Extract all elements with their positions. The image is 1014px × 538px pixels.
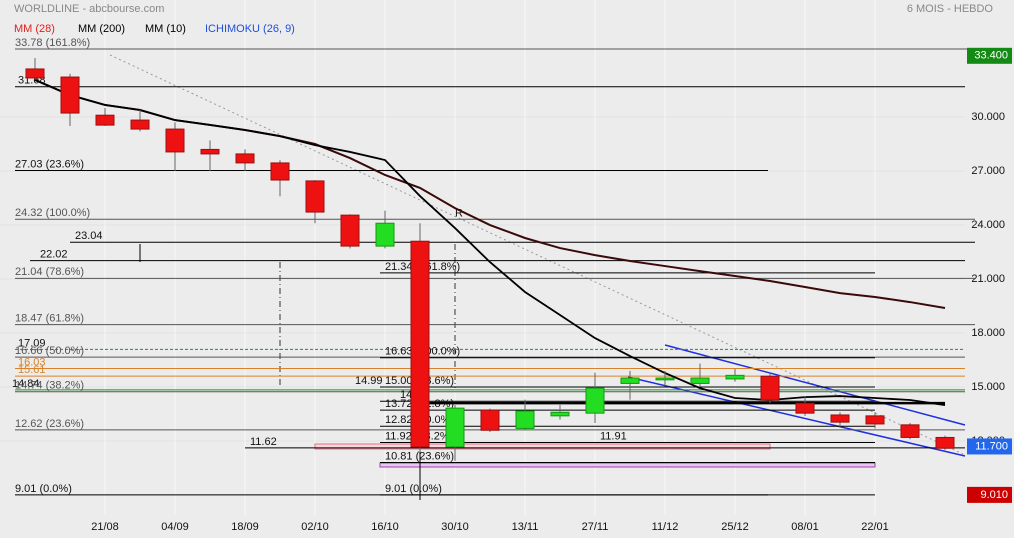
- candle-body: [760, 375, 780, 401]
- x-tick-label: 04/09: [161, 521, 189, 533]
- x-tick-label: 18/09: [231, 521, 259, 533]
- level-label: 14.74 (38.2%): [15, 380, 84, 392]
- candle-body: [550, 411, 570, 417]
- level-label: 12.62 (23.6%): [15, 418, 84, 430]
- y-tick-label: 24.000: [971, 219, 1005, 231]
- candle-body: [340, 214, 360, 247]
- chart-subtitle: 6 MOIS - HEBDO: [907, 3, 994, 15]
- candle-body: [480, 409, 500, 431]
- channel-line: [664, 344, 966, 426]
- level-label: 14.84: [12, 378, 40, 390]
- x-tick-label: 13/11: [512, 521, 539, 533]
- x-tick-label: 21/08: [91, 521, 119, 533]
- level-label: 9.01 (0.0%): [15, 483, 72, 495]
- candle-body: [690, 377, 710, 384]
- candle-body: [130, 119, 150, 130]
- level-label: 24.32 (100.0%): [15, 207, 90, 219]
- zone: [314, 443, 771, 450]
- x-tick-label: 16/10: [371, 521, 399, 533]
- level-label: 27.03 (23.6%): [15, 158, 84, 170]
- candle-body: [830, 414, 850, 423]
- x-tick-label: 11/12: [652, 521, 679, 533]
- y-tick-label: 30.000: [971, 111, 1005, 123]
- candle-body: [900, 424, 920, 438]
- candle-body: [865, 415, 885, 425]
- price-tag: [967, 438, 1012, 455]
- level-label: 33.78 (161.8%): [15, 37, 90, 49]
- candle-body: [165, 128, 185, 153]
- level-label: 16.03: [18, 356, 46, 368]
- annotation: 11.91: [600, 431, 627, 443]
- legend-item: MM (10): [145, 23, 186, 35]
- candle-body: [60, 76, 80, 114]
- level-label: 17.09: [18, 337, 46, 349]
- candle-body: [585, 387, 605, 414]
- trend-line: [109, 54, 966, 456]
- candle-body: [655, 377, 675, 381]
- x-tick-label: 08/01: [791, 521, 819, 533]
- y-tick-label: 21.000: [971, 273, 1005, 285]
- candle-body: [235, 153, 255, 164]
- candle-body: [270, 162, 290, 181]
- level-label: 23.04: [75, 230, 103, 242]
- level-label: 16.66 (50.0%): [15, 345, 84, 357]
- annotation: 14.99: [355, 375, 383, 387]
- zone: [379, 462, 876, 468]
- candle-body: [95, 114, 115, 126]
- candle-body: [725, 374, 745, 380]
- level-label: 15.61: [18, 364, 46, 376]
- price-tag-label: 33.400: [974, 50, 1008, 62]
- level-label: 21.04 (78.6%): [15, 266, 84, 278]
- legend-item: MM (28): [14, 23, 55, 35]
- candle-body: [305, 180, 325, 213]
- candle-body: [25, 68, 45, 79]
- level-label: 9.01 (0.0%): [385, 483, 442, 495]
- level-label: 22.02: [40, 249, 68, 261]
- legend-item: ICHIMOKU (26, 9): [205, 23, 295, 35]
- candle-body: [410, 240, 430, 448]
- fib-bracket: [279, 244, 456, 388]
- level-label: 11.62: [250, 436, 277, 448]
- candle-body: [515, 410, 535, 429]
- x-tick-label: 30/10: [441, 521, 469, 533]
- candle-body: [375, 222, 395, 247]
- x-tick-label: 27/11: [582, 521, 609, 533]
- y-tick-label: 27.000: [971, 165, 1005, 177]
- y-tick-label: 15.000: [971, 381, 1005, 393]
- price-tag-label: 11.700: [975, 440, 1008, 452]
- candle-body: [935, 436, 955, 449]
- ma-line: [34, 79, 946, 406]
- level-label: 10.81 (23.6%): [385, 450, 454, 462]
- price-tag: [967, 47, 1012, 64]
- x-tick-label: 25/12: [721, 521, 749, 533]
- candle-body: [795, 402, 815, 414]
- y-tick-label: 18.000: [971, 327, 1005, 339]
- chart-title: WORLDLINE - abcbourse.com: [14, 3, 164, 15]
- legend-item: MM (200): [78, 23, 125, 35]
- price-tag: [967, 486, 1012, 503]
- candle-body: [620, 377, 640, 384]
- level-label: 18.47 (61.8%): [15, 312, 84, 324]
- candle-body: [445, 407, 465, 448]
- x-tick-label: 02/10: [301, 521, 329, 533]
- candle-body: [200, 148, 220, 155]
- annotation: R: [455, 208, 463, 220]
- price-tag-label: 9.010: [980, 489, 1008, 501]
- x-tick-label: 22/01: [861, 521, 889, 533]
